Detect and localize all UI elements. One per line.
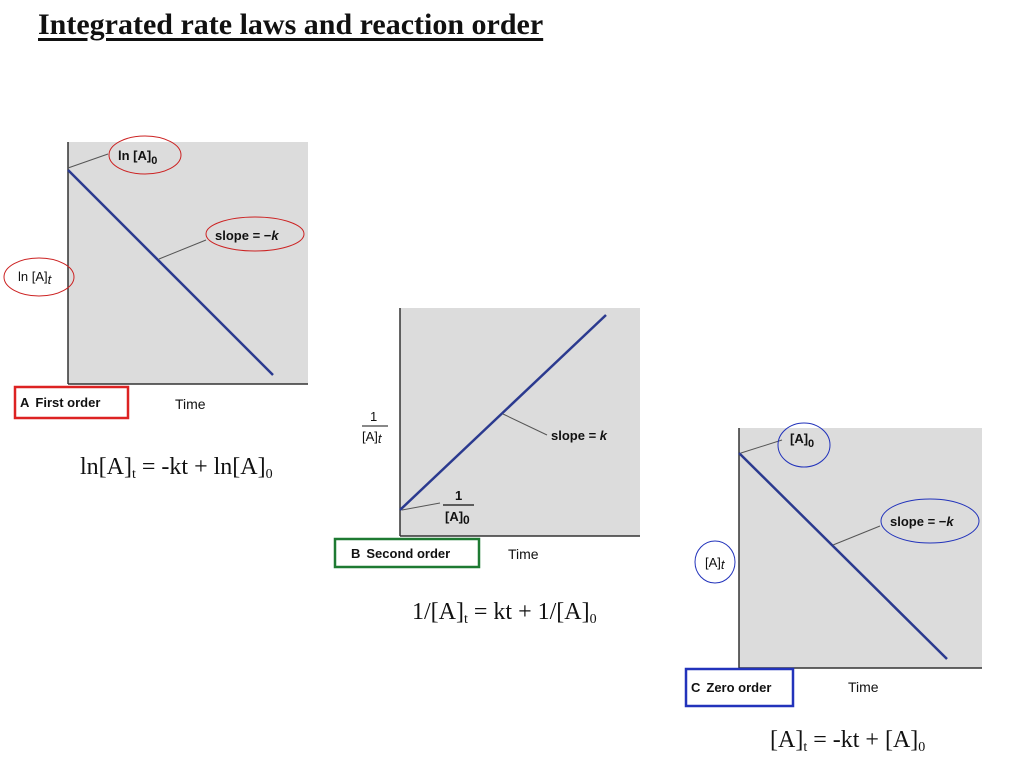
panel-zero-order: [A]0 slope = −k [A]t C Zero order Time [684, 422, 982, 708]
y-label-circle-a [3, 257, 75, 297]
plot-area-c [739, 428, 982, 668]
y-axis-label-c: [A]t [705, 555, 726, 572]
slope-label-c: slope = −k [890, 514, 954, 529]
panel-tag-frame-a [13, 385, 130, 420]
intercept-leader-c [740, 439, 783, 454]
y-label-circle-c [694, 540, 736, 584]
intercept-circle-c [777, 422, 831, 468]
x-axis-label-b: Time [508, 546, 539, 562]
panel-tag-c: C Zero order [691, 680, 771, 695]
equation-second-order: 1/[A]t = kt + 1/[A]0 [412, 599, 597, 627]
panel-tag-a: A First order [20, 395, 100, 410]
slide-title: Integrated rate laws and reaction order [38, 8, 544, 41]
intercept-circle-a [108, 135, 182, 175]
data-line-b [399, 314, 607, 511]
panel-first-order: ln [A]0 slope = −k ln [A]t A First order … [3, 135, 308, 420]
slope-circle-a [205, 216, 305, 252]
plot-area-a [68, 142, 308, 384]
intercept-leader-b [401, 502, 441, 511]
intercept-leader-a [67, 153, 109, 169]
data-line-c [738, 452, 948, 660]
intercept-num-b: 1 [455, 488, 462, 503]
panel-second-order: 1 [A]0 slope = k 1 [A]t B Second order Ti… [333, 308, 640, 569]
equation-first-order: ln[A]t = -kt + ln[A]0 [80, 454, 273, 482]
equation-zero-order: [A]t = -kt + [A]0 [770, 727, 926, 755]
x-axis-label-a: Time [175, 396, 206, 412]
slope-label-a: slope = −k [215, 228, 279, 243]
panel-tag-frame-c [684, 667, 795, 708]
x-axis-label-c: Time [848, 679, 879, 695]
slope-leader-b [502, 413, 548, 436]
y-axis-label-den-b: [A]t [362, 429, 383, 446]
panel-tag-frame-b [333, 537, 481, 569]
intercept-den-b: [A]0 [445, 509, 470, 527]
slope-leader-a [158, 239, 207, 260]
data-line-a [67, 169, 274, 376]
y-axis-label-num-b: 1 [370, 409, 377, 424]
panel-tag-b: B Second order [351, 546, 450, 561]
intercept-label-c: [A]0 [790, 431, 814, 450]
y-axis-label-a: ln [A]t [18, 269, 53, 287]
intercept-label-a: ln [A]0 [118, 148, 157, 167]
slope-circle-c [880, 498, 980, 544]
slope-label-b: slope = k [551, 428, 608, 443]
slope-leader-c [832, 525, 881, 546]
